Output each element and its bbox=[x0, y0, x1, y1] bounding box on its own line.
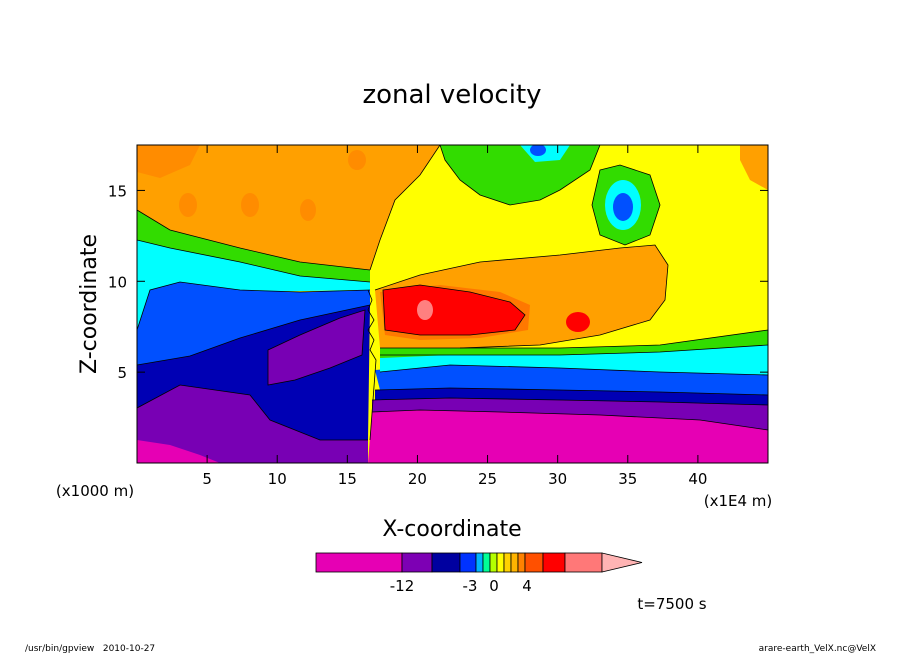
field-purple-lower bbox=[137, 385, 368, 463]
y-tick-label: 15 bbox=[108, 182, 127, 200]
y-axis: 5 10 15 bbox=[108, 182, 768, 382]
field-red-blob bbox=[566, 312, 590, 332]
y-tick-label: 5 bbox=[117, 364, 127, 382]
colorbar-segment bbox=[524, 552, 544, 573]
field-blue-eddy bbox=[613, 193, 633, 221]
x-tick-label: 5 bbox=[202, 470, 212, 488]
y-tick-label: 10 bbox=[108, 273, 127, 291]
x-tick-label: 40 bbox=[688, 470, 707, 488]
colorbar-segment bbox=[459, 552, 477, 573]
field-pink-core bbox=[417, 300, 433, 320]
field-red-core bbox=[383, 285, 525, 335]
colorbar-segment bbox=[482, 552, 491, 573]
field-top-blue bbox=[530, 145, 546, 156]
x-tick-label: 30 bbox=[548, 470, 567, 488]
footer-left: /usr/bin/gpview 2010-10-27 bbox=[25, 644, 155, 654]
colorbar-segment bbox=[542, 552, 566, 573]
x-tick-label: 15 bbox=[338, 470, 357, 488]
colorbar-tick-label: 0 bbox=[489, 577, 499, 595]
x-tick-label: 20 bbox=[408, 470, 427, 488]
field-blue-left bbox=[137, 282, 370, 365]
field-upper-orange bbox=[137, 145, 440, 270]
colorbar-tick-label: 4 bbox=[522, 577, 532, 595]
x-scale-note: (x1E4 m) bbox=[704, 492, 773, 510]
contour-field bbox=[137, 145, 768, 463]
colorbar-segment bbox=[401, 552, 433, 573]
colorbar-segment bbox=[475, 552, 484, 573]
colorbar-tick-label: -12 bbox=[390, 577, 415, 595]
plot-frame bbox=[136, 144, 769, 464]
chart-title: zonal velocity bbox=[362, 80, 541, 110]
colorbar-segment bbox=[510, 552, 519, 573]
x-tick-label: 35 bbox=[618, 470, 637, 488]
colorbar-tick-label: -3 bbox=[463, 577, 478, 595]
colorbar-segment bbox=[517, 552, 526, 573]
x-tick-label: 10 bbox=[268, 470, 287, 488]
x-tick-label: 25 bbox=[478, 470, 497, 488]
field-upper-orange-2 bbox=[137, 145, 200, 178]
footer-right: arare-earth_VelX.nc@VelX bbox=[759, 644, 876, 654]
field-cyan-band-left bbox=[137, 240, 370, 330]
field-upper-right-orange bbox=[740, 145, 768, 190]
colorbar-segment bbox=[496, 552, 505, 573]
colorbar-segment bbox=[431, 552, 461, 573]
colorbar-tick-labels: -12 -3 0 4 bbox=[390, 577, 532, 595]
field-right-magenta bbox=[368, 410, 768, 463]
x-axis-label: X-coordinate bbox=[382, 517, 521, 542]
field-right-cyan bbox=[380, 345, 768, 375]
field-magenta-left bbox=[137, 440, 220, 463]
field-green-band-left bbox=[137, 210, 370, 282]
colorbar-segment bbox=[564, 552, 603, 573]
field-purple-patch bbox=[268, 310, 365, 385]
x-axis: 5 10 15 20 25 30 35 40 bbox=[202, 145, 707, 488]
colorbar-segment bbox=[489, 552, 498, 573]
field-right-darkblue bbox=[375, 388, 768, 405]
colorbar bbox=[315, 552, 643, 573]
y-axis-label: Z-coordinate bbox=[77, 234, 102, 374]
colorbar-segment bbox=[503, 552, 512, 573]
y-scale-note: (x1000 m) bbox=[56, 482, 134, 500]
colorbar-segment bbox=[315, 552, 403, 573]
colorbar-extend-arrow bbox=[601, 552, 643, 573]
time-label: t=7500 s bbox=[637, 595, 706, 613]
